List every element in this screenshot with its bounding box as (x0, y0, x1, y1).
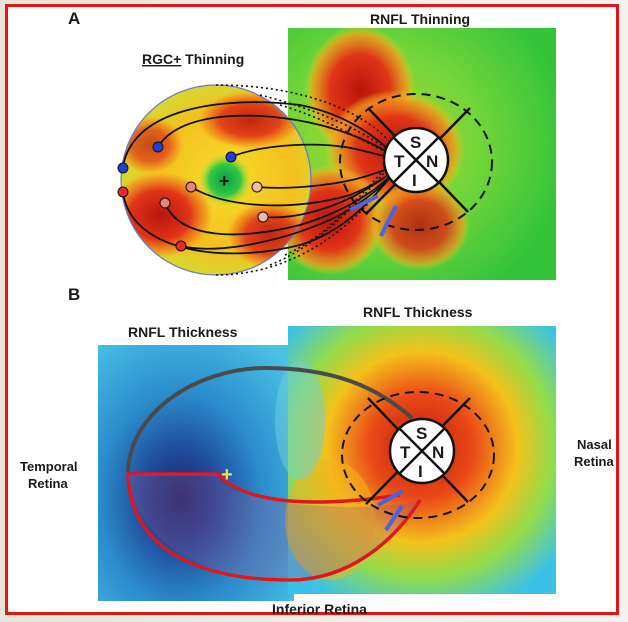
blue-dot (225, 151, 237, 163)
optic-disc-b: S T N I (365, 397, 471, 505)
optic-disc-a: S T N I (365, 107, 471, 215)
rgc-thinning-title: RGC+ Thinning (142, 51, 244, 67)
svg-text:S: S (416, 424, 427, 443)
temporal-label-line2: Retina (28, 476, 69, 491)
rgc-thinning-map (120, 84, 312, 276)
red-dot (159, 197, 171, 209)
blue-tick (379, 205, 398, 237)
nasal-label-line1: Nasal (577, 437, 612, 452)
fovea-marker-a: + (219, 171, 230, 191)
gray-outline (126, 365, 414, 473)
blue-dot (117, 162, 129, 174)
svg-text:T: T (400, 443, 411, 462)
fovea-marker-b: + (221, 464, 233, 486)
svg-text:T: T (394, 152, 405, 171)
red-dot (117, 186, 129, 198)
blue-tick (349, 194, 379, 212)
blue-tick (384, 504, 404, 532)
rnfl-thinning-title: RNFL Thinning (370, 11, 470, 27)
blue-dot (152, 141, 164, 153)
svg-text:N: N (432, 443, 444, 462)
panel-a-label: A (68, 9, 80, 28)
temporal-label-line1: Temporal (20, 459, 78, 474)
rnfl-thickness-left-title: RNFL Thickness (128, 324, 238, 340)
nasal-label-line2: Retina (574, 454, 615, 469)
inferior-retina-label: Inferior Retina (272, 601, 367, 617)
dashed-region-b (341, 391, 495, 519)
red-dot (257, 211, 269, 223)
red-outline-lower (126, 473, 422, 582)
red-dot (185, 181, 197, 193)
dashed-region-a (339, 93, 493, 231)
red-dot (251, 181, 263, 193)
red-outline-upper (128, 472, 401, 504)
axon-origin-dots (117, 141, 269, 252)
svg-text:I: I (418, 462, 423, 481)
panel-b-label: B (68, 285, 80, 304)
svg-text:S: S (410, 133, 421, 152)
shaded-region (128, 474, 420, 578)
svg-text:I: I (412, 171, 417, 190)
blue-tick (377, 489, 404, 507)
svg-text:N: N (426, 152, 438, 171)
rnfl-thickness-right-title: RNFL Thickness (363, 304, 473, 320)
red-dot (175, 240, 187, 252)
axon-paths (122, 101, 401, 255)
